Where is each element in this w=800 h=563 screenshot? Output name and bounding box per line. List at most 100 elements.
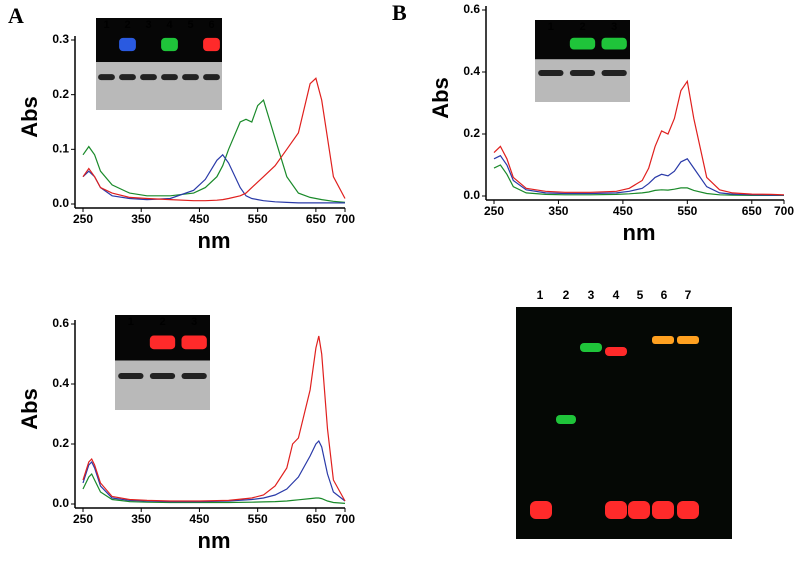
panel-label: B [392, 0, 407, 25]
spectrum-line [82, 77, 346, 202]
x-tick-label: 450 [189, 212, 209, 226]
spectrum-line [493, 164, 784, 196]
inset-stain [96, 62, 222, 110]
y-axis-label: Abs [428, 77, 453, 119]
inset-band [182, 74, 199, 81]
gel-lane-label: 5 [637, 288, 644, 302]
gel-band [580, 343, 602, 352]
x-tick-label: 250 [73, 212, 93, 226]
spectrum-line [493, 79, 785, 196]
x-tick-label: 350 [131, 512, 151, 526]
gel-band [677, 501, 699, 519]
y-tick-label: 0.2 [52, 436, 69, 450]
spectrum-line [82, 439, 346, 503]
y-tick-label: 0.2 [463, 126, 480, 140]
inset-band [149, 372, 176, 379]
inset-band [98, 74, 115, 81]
y-tick-label: 0.3 [52, 32, 69, 46]
inset-lane-label: 3 [191, 316, 197, 328]
gel-band [605, 501, 627, 519]
inset-band [601, 37, 627, 50]
x-axis-label: nm [198, 228, 231, 253]
x-tick-label: 250 [73, 512, 93, 526]
inset-band [538, 70, 564, 77]
inset-band [203, 37, 220, 52]
gel-band [677, 336, 699, 344]
x-tick-label: 550 [248, 512, 268, 526]
gel-band [652, 501, 674, 519]
inset-band [140, 74, 157, 81]
x-tick-label: 550 [677, 204, 697, 218]
x-tick-label: 450 [189, 512, 209, 526]
x-tick-label: 350 [131, 212, 151, 226]
inset-band [181, 335, 207, 350]
inset-band [119, 37, 136, 52]
inset-lane-label: 6 [208, 19, 214, 31]
inset-band [569, 70, 596, 77]
x-tick-label: 550 [248, 212, 268, 226]
x-tick-label: 250 [484, 204, 504, 218]
y-tick-label: 0.6 [52, 316, 69, 330]
inset-band [119, 74, 136, 81]
inset-fluorescence [96, 18, 222, 63]
y-axis-label: Abs [17, 388, 42, 430]
gel-band [652, 336, 674, 344]
y-axis-label: Abs [17, 96, 42, 138]
gel-lane-label: 7 [685, 288, 692, 302]
inset-band [161, 37, 178, 52]
gel-lane-label: 6 [661, 288, 668, 302]
inset-lane-label: 1 [548, 21, 554, 33]
gel-lane-label: 4 [613, 288, 620, 302]
gel-lane-label: 2 [563, 288, 570, 302]
gel-band [605, 347, 627, 356]
gel-band [530, 501, 552, 519]
x-tick-label: 700 [774, 204, 794, 218]
spectrum-line [82, 472, 346, 504]
x-tick-label: 650 [742, 204, 762, 218]
inset-stain [115, 360, 210, 410]
inset-lane-label: 3 [145, 19, 151, 31]
inset-lane-label: 2 [579, 21, 585, 33]
y-tick-label: 0.0 [52, 196, 69, 210]
inset-band [149, 335, 176, 350]
spectrum-line [82, 335, 346, 502]
inset-lane-label: 2 [159, 316, 165, 328]
inset-lane-label: 5 [187, 19, 193, 31]
x-tick-label: 700 [335, 512, 355, 526]
x-tick-label: 700 [335, 212, 355, 226]
x-tick-label: 650 [306, 512, 326, 526]
inset-stain [535, 59, 630, 102]
x-tick-label: 450 [613, 204, 633, 218]
x-tick-label: 350 [548, 204, 568, 218]
inset-lane-label: 1 [128, 316, 134, 328]
y-tick-label: 0.0 [463, 188, 480, 202]
gel-band [556, 415, 576, 424]
panel-label: A [8, 3, 24, 28]
inset-band [601, 70, 627, 77]
gel-band [628, 501, 650, 519]
y-tick-label: 0.6 [463, 2, 480, 16]
spectrum-line [493, 154, 784, 196]
inset-band [203, 74, 220, 81]
spectrum-line [82, 153, 345, 204]
y-tick-label: 0.4 [463, 64, 480, 78]
y-tick-label: 0.1 [52, 142, 69, 156]
gel-lane-label: 1 [537, 288, 544, 302]
inset-band [569, 37, 596, 50]
y-tick-label: 0.2 [52, 87, 69, 101]
x-axis-label: nm [623, 220, 656, 245]
spectrum-line [82, 98, 346, 203]
y-tick-label: 0.0 [52, 496, 69, 510]
x-tick-label: 650 [306, 212, 326, 226]
inset-lane-label: 4 [166, 19, 173, 31]
gel [516, 307, 732, 539]
inset-band [118, 372, 144, 379]
gel-lane-label: 3 [588, 288, 595, 302]
x-axis-label: nm [198, 528, 231, 553]
inset-band [181, 372, 207, 379]
gel-background [516, 307, 732, 539]
inset-lane-label: 1 [103, 19, 109, 31]
inset-lane-label: 2 [124, 19, 130, 31]
y-tick-label: 0.4 [52, 376, 69, 390]
